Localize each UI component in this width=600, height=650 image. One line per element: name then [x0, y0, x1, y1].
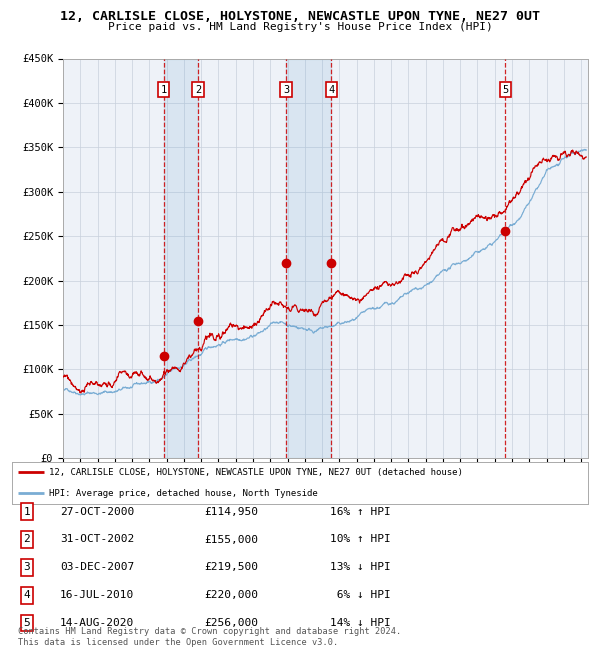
Text: 1: 1	[23, 506, 31, 517]
Text: 4: 4	[328, 84, 334, 95]
Text: 13% ↓ HPI: 13% ↓ HPI	[330, 562, 391, 573]
Text: 10% ↑ HPI: 10% ↑ HPI	[330, 534, 391, 545]
Text: 14% ↓ HPI: 14% ↓ HPI	[330, 618, 391, 629]
Text: 1: 1	[161, 84, 167, 95]
Text: 2: 2	[195, 84, 202, 95]
Text: 3: 3	[23, 562, 31, 573]
Text: 3: 3	[283, 84, 289, 95]
Text: 03-DEC-2007: 03-DEC-2007	[60, 562, 134, 573]
Text: 27-OCT-2000: 27-OCT-2000	[60, 506, 134, 517]
Text: 2: 2	[23, 534, 31, 545]
Text: Contains HM Land Registry data © Crown copyright and database right 2024.
This d: Contains HM Land Registry data © Crown c…	[18, 627, 401, 647]
Text: 14-AUG-2020: 14-AUG-2020	[60, 618, 134, 629]
Text: 16% ↑ HPI: 16% ↑ HPI	[330, 506, 391, 517]
Text: 12, CARLISLE CLOSE, HOLYSTONE, NEWCASTLE UPON TYNE, NE27 0UT (detached house): 12, CARLISLE CLOSE, HOLYSTONE, NEWCASTLE…	[49, 467, 463, 476]
Bar	[286, 58, 331, 458]
Text: £219,500: £219,500	[204, 562, 258, 573]
Text: 12, CARLISLE CLOSE, HOLYSTONE, NEWCASTLE UPON TYNE, NE27 0UT: 12, CARLISLE CLOSE, HOLYSTONE, NEWCASTLE…	[60, 10, 540, 23]
Text: 4: 4	[23, 590, 31, 601]
Text: 5: 5	[23, 618, 31, 629]
Text: £114,950: £114,950	[204, 506, 258, 517]
Text: 16-JUL-2010: 16-JUL-2010	[60, 590, 134, 601]
Text: £155,000: £155,000	[204, 534, 258, 545]
Text: 31-OCT-2002: 31-OCT-2002	[60, 534, 134, 545]
Text: £256,000: £256,000	[204, 618, 258, 629]
Text: 6% ↓ HPI: 6% ↓ HPI	[330, 590, 391, 601]
Text: HPI: Average price, detached house, North Tyneside: HPI: Average price, detached house, Nort…	[49, 489, 318, 498]
Text: Price paid vs. HM Land Registry's House Price Index (HPI): Price paid vs. HM Land Registry's House …	[107, 22, 493, 32]
Bar	[164, 58, 198, 458]
Text: 5: 5	[502, 84, 509, 95]
Text: £220,000: £220,000	[204, 590, 258, 601]
